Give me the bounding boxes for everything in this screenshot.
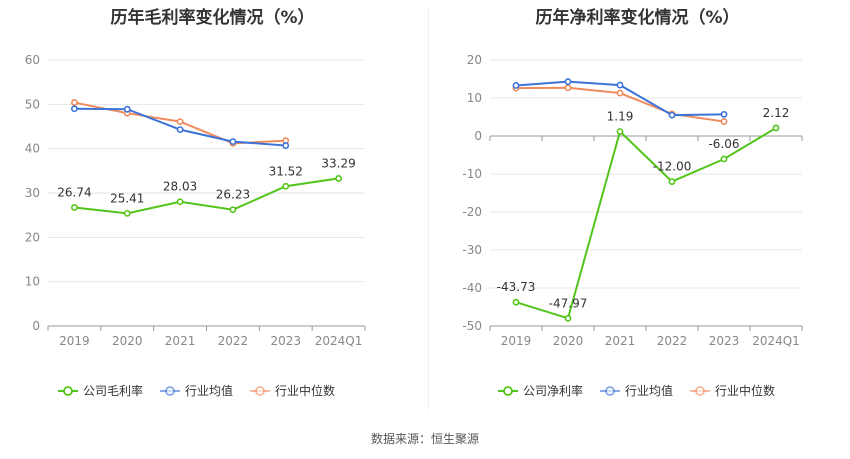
net-legend-label-1: 行业均值 (625, 383, 673, 398)
net-legend-label-2: 行业中位数 (715, 383, 775, 398)
net-x-tick-label: 2019 (501, 334, 532, 348)
gross-data-label: 25.41 (110, 191, 144, 205)
net-series-point-0 (616, 128, 624, 135)
net-y-tick-label: -40 (462, 281, 482, 295)
net-y-tick-label: -50 (462, 319, 482, 333)
net-x-tick-label: 2024Q1 (752, 334, 800, 348)
gross-series-point-0 (176, 198, 184, 206)
gross-margin-chart-title: 历年毛利率变化情况（%） (110, 8, 315, 28)
net-x-tick-label: 2022 (657, 334, 688, 348)
gross-legend-marker-0 (63, 386, 73, 396)
gross-series-point-1 (176, 126, 184, 134)
gross-legend-label-2: 行业中位数 (275, 383, 335, 398)
net-data-label: -12.00 (653, 160, 692, 174)
gross-series-point-0 (282, 182, 290, 190)
gross-y-tick-label: 10 (25, 275, 40, 289)
gross-x-tick-label: 2022 (218, 334, 249, 348)
gross-x-tick-label: 2023 (270, 334, 301, 348)
net-y-tick-label: 0 (474, 129, 482, 143)
net-y-tick-label: -10 (462, 167, 482, 181)
net-y-tick-label: -20 (462, 205, 482, 219)
gross-x-tick-label: 2020 (112, 334, 143, 348)
gross-data-label: 33.29 (321, 156, 355, 170)
net-series-point-1 (668, 111, 676, 119)
gross-series-line-0 (74, 177, 339, 215)
net-legend-marker-2 (695, 386, 705, 396)
net-series-point-2 (616, 89, 624, 97)
net-data-label: -6.06 (708, 137, 739, 151)
gross-series-point-0 (71, 204, 78, 211)
gross-data-label: 28.03 (163, 180, 197, 194)
gross-legend-marker-2 (255, 386, 265, 396)
gross-legend-marker-1 (165, 386, 175, 396)
gross-series-point-0 (229, 206, 237, 214)
net-data-label: 1.19 (607, 109, 634, 123)
gross-legend-label-1: 行业均值 (185, 383, 233, 398)
net-series-point-1 (720, 110, 728, 118)
gross-data-label: 31.52 (269, 164, 303, 178)
net-y-tick-label: -30 (462, 243, 482, 257)
gross-series-point-0 (123, 209, 131, 217)
gross-x-tick-label: 2019 (59, 334, 90, 348)
net-series-point-0 (564, 314, 572, 322)
gross-series-point-1 (229, 138, 237, 145)
net-series-point-0 (668, 178, 676, 185)
gross-x-tick-label: 2021 (165, 334, 196, 348)
gross-data-label: 26.74 (57, 185, 91, 199)
gross-series-point-2 (176, 118, 184, 126)
net-y-tick-label: 20 (467, 53, 482, 67)
net-margin-chart-title: 历年净利率变化情况（%） (535, 8, 740, 28)
net-legend-label-0: 公司净利率 (523, 383, 583, 398)
gross-y-tick-label: 60 (25, 53, 40, 67)
gross-data-label: 26.23 (216, 188, 250, 202)
net-y-tick-label: 10 (467, 91, 482, 105)
gross-series-point-2 (71, 99, 78, 106)
net-data-label: 2.12 (763, 106, 790, 120)
net-series-point-1 (616, 81, 624, 89)
net-legend-marker-0 (503, 386, 513, 396)
gross-legend-label-0: 公司毛利率 (83, 383, 143, 398)
net-series-point-2 (564, 84, 572, 92)
net-series-point-0 (772, 124, 780, 132)
net-data-label: -43.73 (497, 280, 536, 294)
gross-y-tick-label: 30 (25, 186, 40, 200)
gross-series-point-1 (282, 142, 290, 149)
chart-divider (428, 10, 429, 410)
net-series-point-1 (564, 78, 572, 86)
net-x-tick-label: 2020 (553, 334, 584, 348)
net-series-point-1 (512, 82, 520, 89)
gross-y-tick-label: 50 (25, 97, 40, 111)
net-series-point-2 (720, 118, 728, 125)
gross-x-tick-label: 2024Q1 (315, 334, 363, 348)
gross-y-tick-label: 40 (25, 142, 40, 156)
gross-y-tick-label: 0 (32, 319, 40, 333)
net-legend-marker-1 (605, 386, 615, 396)
net-data-label: -47.97 (549, 296, 588, 310)
net-series-line-0 (515, 127, 777, 320)
gross-series-point-0 (335, 175, 342, 182)
gross-series-point-1 (71, 105, 78, 113)
net-series-point-0 (512, 298, 520, 306)
net-x-tick-label: 2023 (709, 334, 740, 348)
net-series-point-0 (720, 155, 728, 163)
gross-y-tick-label: 20 (25, 230, 40, 244)
gross-series-point-1 (123, 105, 131, 113)
net-x-tick-label: 2021 (605, 334, 636, 348)
data-source-label: 数据来源：恒生聚源 (370, 432, 479, 446)
